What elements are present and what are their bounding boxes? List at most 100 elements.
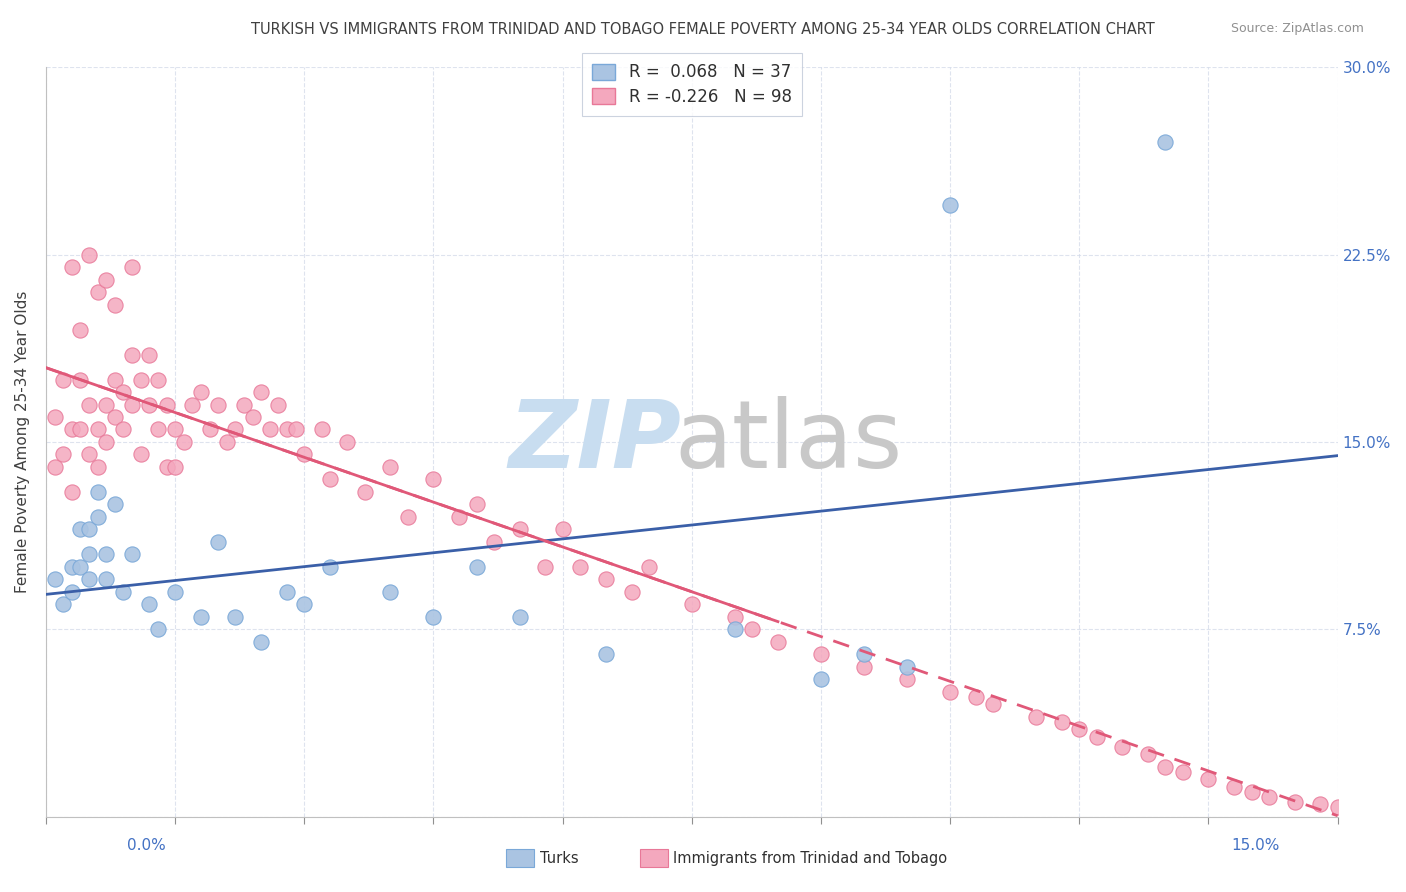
Point <box>1085 730 1108 744</box>
Point <box>77 572 100 586</box>
Point <box>396 509 419 524</box>
Point <box>44 409 66 424</box>
Point <box>77 397 100 411</box>
Point <box>380 584 402 599</box>
Point <box>207 397 229 411</box>
Point <box>44 572 66 586</box>
Point <box>1171 764 1194 779</box>
Point <box>259 422 281 436</box>
Point <box>250 384 273 399</box>
Point <box>104 373 127 387</box>
Point <box>207 534 229 549</box>
Point <box>121 348 143 362</box>
Point <box>1198 772 1220 786</box>
Text: TURKISH VS IMMIGRANTS FROM TRINIDAD AND TOBAGO FEMALE POVERTY AMONG 25-34 YEAR O: TURKISH VS IMMIGRANTS FROM TRINIDAD AND … <box>252 22 1154 37</box>
Point <box>60 559 83 574</box>
Point <box>86 285 108 300</box>
Point <box>276 584 298 599</box>
Point <box>96 273 118 287</box>
Point <box>146 373 169 387</box>
Point <box>52 447 75 461</box>
Point <box>112 584 135 599</box>
Point <box>224 609 246 624</box>
Point <box>112 422 135 436</box>
Point <box>96 397 118 411</box>
Point <box>146 622 169 636</box>
Point <box>896 659 918 673</box>
Point <box>482 534 505 549</box>
Point <box>509 609 531 624</box>
Point <box>853 659 876 673</box>
Point <box>595 572 617 586</box>
Text: 15.0%: 15.0% <box>1232 838 1279 854</box>
Point <box>1326 799 1348 814</box>
Point <box>620 584 643 599</box>
Point <box>422 472 444 486</box>
Point <box>465 497 488 511</box>
Point <box>1284 795 1306 809</box>
Point <box>509 522 531 536</box>
Point <box>60 422 83 436</box>
Point <box>77 547 100 561</box>
Point <box>60 484 83 499</box>
Point <box>215 434 238 449</box>
Point <box>86 484 108 499</box>
Point <box>810 672 832 686</box>
Point <box>96 547 118 561</box>
Point <box>449 509 471 524</box>
Point <box>724 622 747 636</box>
Point <box>146 422 169 436</box>
Point <box>284 422 307 436</box>
Point <box>69 522 91 536</box>
Point <box>1223 780 1246 794</box>
Point <box>69 559 91 574</box>
Point <box>939 684 962 698</box>
Point <box>810 647 832 661</box>
Point <box>637 559 659 574</box>
Point <box>155 397 177 411</box>
Point <box>1369 805 1392 819</box>
Point <box>422 609 444 624</box>
Point <box>465 559 488 574</box>
Point <box>86 509 108 524</box>
Point <box>52 373 75 387</box>
Point <box>224 422 246 436</box>
Point <box>165 422 187 436</box>
Text: 0.0%: 0.0% <box>127 838 166 854</box>
Point <box>853 647 876 661</box>
Point <box>242 409 264 424</box>
Point <box>52 597 75 611</box>
Point <box>292 597 315 611</box>
Point <box>965 690 987 704</box>
Point <box>1154 759 1177 773</box>
Point <box>96 572 118 586</box>
Text: Source: ZipAtlas.com: Source: ZipAtlas.com <box>1230 22 1364 36</box>
Point <box>77 248 100 262</box>
Point <box>190 384 212 399</box>
Point <box>69 373 91 387</box>
Point <box>104 409 127 424</box>
Point <box>766 634 789 648</box>
Point <box>1240 784 1263 798</box>
Point <box>60 584 83 599</box>
Point <box>1257 789 1279 804</box>
Point <box>44 459 66 474</box>
Point <box>551 522 574 536</box>
Point <box>276 422 298 436</box>
Point <box>69 323 91 337</box>
Point <box>233 397 256 411</box>
Point <box>1111 739 1133 754</box>
Point <box>1154 136 1177 150</box>
Point <box>77 447 100 461</box>
Point <box>138 597 160 611</box>
Point <box>311 422 333 436</box>
Point <box>267 397 290 411</box>
Point <box>121 397 143 411</box>
Point <box>981 697 1004 711</box>
Point <box>104 298 127 312</box>
Point <box>138 397 160 411</box>
Point <box>1344 802 1367 816</box>
Point <box>121 260 143 275</box>
Point <box>165 459 187 474</box>
Point <box>181 397 204 411</box>
